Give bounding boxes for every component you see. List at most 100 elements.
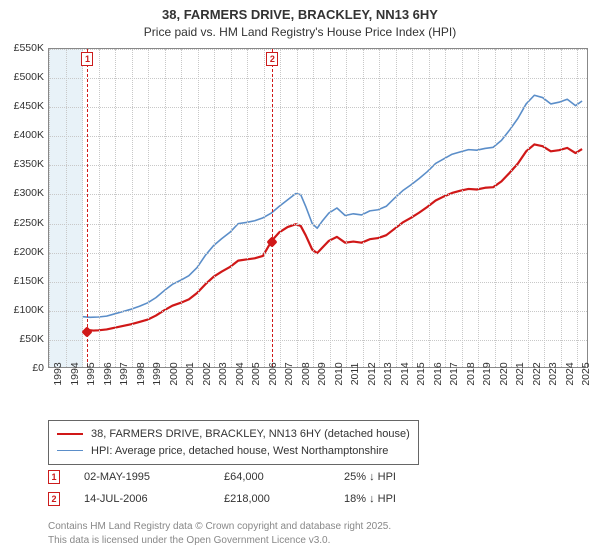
x-tick: 2018 bbox=[465, 362, 477, 385]
gridline-v bbox=[429, 49, 430, 367]
gridline-v bbox=[297, 49, 298, 367]
x-tick: 2016 bbox=[432, 362, 444, 385]
x-tick: 2023 bbox=[547, 362, 559, 385]
x-tick: 2005 bbox=[250, 362, 262, 385]
x-tick: 2001 bbox=[184, 362, 196, 385]
y-tick: £100K bbox=[2, 304, 44, 316]
gridline-h bbox=[49, 107, 587, 108]
gridline-v bbox=[363, 49, 364, 367]
y-tick: £200K bbox=[2, 246, 44, 258]
x-tick: 1996 bbox=[102, 362, 114, 385]
y-tick: £450K bbox=[2, 100, 44, 112]
plot-region: 12 bbox=[48, 48, 588, 368]
x-tick: 1997 bbox=[118, 362, 130, 385]
gridline-v bbox=[49, 49, 50, 367]
y-tick: £0 bbox=[2, 362, 44, 374]
gridline-v bbox=[462, 49, 463, 367]
event-vline bbox=[272, 49, 273, 367]
x-tick: 2003 bbox=[217, 362, 229, 385]
x-tick: 2022 bbox=[531, 362, 543, 385]
y-tick: £50K bbox=[2, 333, 44, 345]
event-date: 14-JUL-2006 bbox=[84, 493, 224, 505]
x-tick: 2015 bbox=[415, 362, 427, 385]
gridline-v bbox=[280, 49, 281, 367]
gridline-v bbox=[396, 49, 397, 367]
series-svg bbox=[49, 49, 587, 367]
x-tick: 2012 bbox=[366, 362, 378, 385]
chart-title-block: 38, FARMERS DRIVE, BRACKLEY, NN13 6HY Pr… bbox=[0, 0, 600, 40]
x-tick: 2010 bbox=[333, 362, 345, 385]
gridline-v bbox=[247, 49, 248, 367]
gridline-h bbox=[49, 253, 587, 254]
event-row: 2 14-JUL-2006 £218,000 18% ↓ HPI bbox=[48, 488, 588, 510]
legend-row-hpi: HPI: Average price, detached house, West… bbox=[57, 443, 410, 460]
gridline-v bbox=[313, 49, 314, 367]
gridline-v bbox=[198, 49, 199, 367]
legend-row-property: 38, FARMERS DRIVE, BRACKLEY, NN13 6HY (d… bbox=[57, 426, 410, 443]
x-tick: 2017 bbox=[448, 362, 460, 385]
gridline-h bbox=[49, 194, 587, 195]
event-price: £218,000 bbox=[224, 493, 344, 505]
gridline-h bbox=[49, 282, 587, 283]
x-tick: 2002 bbox=[201, 362, 213, 385]
x-tick: 2014 bbox=[399, 362, 411, 385]
gridline-v bbox=[544, 49, 545, 367]
x-tick: 2020 bbox=[498, 362, 510, 385]
gridline-v bbox=[528, 49, 529, 367]
x-tick: 1995 bbox=[85, 362, 97, 385]
gridline-v bbox=[214, 49, 215, 367]
gridline-v bbox=[66, 49, 67, 367]
attribution-text: Contains HM Land Registry data © Crown c… bbox=[48, 520, 588, 547]
gridline-h bbox=[49, 136, 587, 137]
gridline-v bbox=[99, 49, 100, 367]
gridline-v bbox=[148, 49, 149, 367]
event-price: £64,000 bbox=[224, 471, 344, 483]
gridline-v bbox=[412, 49, 413, 367]
gridline-v bbox=[181, 49, 182, 367]
gridline-v bbox=[445, 49, 446, 367]
x-tick: 2006 bbox=[267, 362, 279, 385]
legend-swatch-property bbox=[57, 433, 83, 435]
gridline-h bbox=[49, 78, 587, 79]
y-tick: £400K bbox=[2, 129, 44, 141]
y-tick: £550K bbox=[2, 42, 44, 54]
x-tick: 2000 bbox=[168, 362, 180, 385]
x-tick: 1994 bbox=[69, 362, 81, 385]
x-tick: 2007 bbox=[283, 362, 295, 385]
series-hpi bbox=[83, 95, 582, 317]
x-tick: 2011 bbox=[349, 363, 361, 386]
x-tick: 2013 bbox=[382, 362, 394, 385]
legend-box: 38, FARMERS DRIVE, BRACKLEY, NN13 6HY (d… bbox=[48, 420, 419, 465]
x-tick: 2025 bbox=[580, 362, 592, 385]
title-subtitle: Price paid vs. HM Land Registry's House … bbox=[0, 24, 600, 40]
event-marker-icon: 1 bbox=[48, 470, 60, 484]
x-tick: 2009 bbox=[316, 362, 328, 385]
gridline-v bbox=[577, 49, 578, 367]
event-delta: 18% ↓ HPI bbox=[344, 493, 504, 505]
event-delta: 25% ↓ HPI bbox=[344, 471, 504, 483]
legend-label-hpi: HPI: Average price, detached house, West… bbox=[91, 443, 388, 460]
y-tick: £350K bbox=[2, 158, 44, 170]
x-tick: 1993 bbox=[52, 362, 64, 385]
title-address: 38, FARMERS DRIVE, BRACKLEY, NN13 6HY bbox=[0, 6, 600, 24]
gridline-v bbox=[264, 49, 265, 367]
attribution-line1: Contains HM Land Registry data © Crown c… bbox=[48, 520, 588, 534]
x-tick: 2021 bbox=[514, 362, 526, 385]
event-row: 1 02-MAY-1995 £64,000 25% ↓ HPI bbox=[48, 466, 588, 488]
gridline-v bbox=[165, 49, 166, 367]
gridline-v bbox=[330, 49, 331, 367]
chart-area: £0£50K£100K£150K£200K£250K£300K£350K£400… bbox=[0, 42, 600, 412]
y-tick: £250K bbox=[2, 217, 44, 229]
event-flag: 2 bbox=[266, 52, 278, 66]
gridline-h bbox=[49, 224, 587, 225]
x-tick: 2008 bbox=[300, 362, 312, 385]
y-tick: £500K bbox=[2, 71, 44, 83]
gridline-h bbox=[49, 49, 587, 50]
event-flag: 1 bbox=[81, 52, 93, 66]
gridline-v bbox=[511, 49, 512, 367]
event-vline bbox=[87, 49, 88, 367]
gridline-v bbox=[561, 49, 562, 367]
gridline-v bbox=[495, 49, 496, 367]
gridline-v bbox=[346, 49, 347, 367]
gridline-v bbox=[231, 49, 232, 367]
